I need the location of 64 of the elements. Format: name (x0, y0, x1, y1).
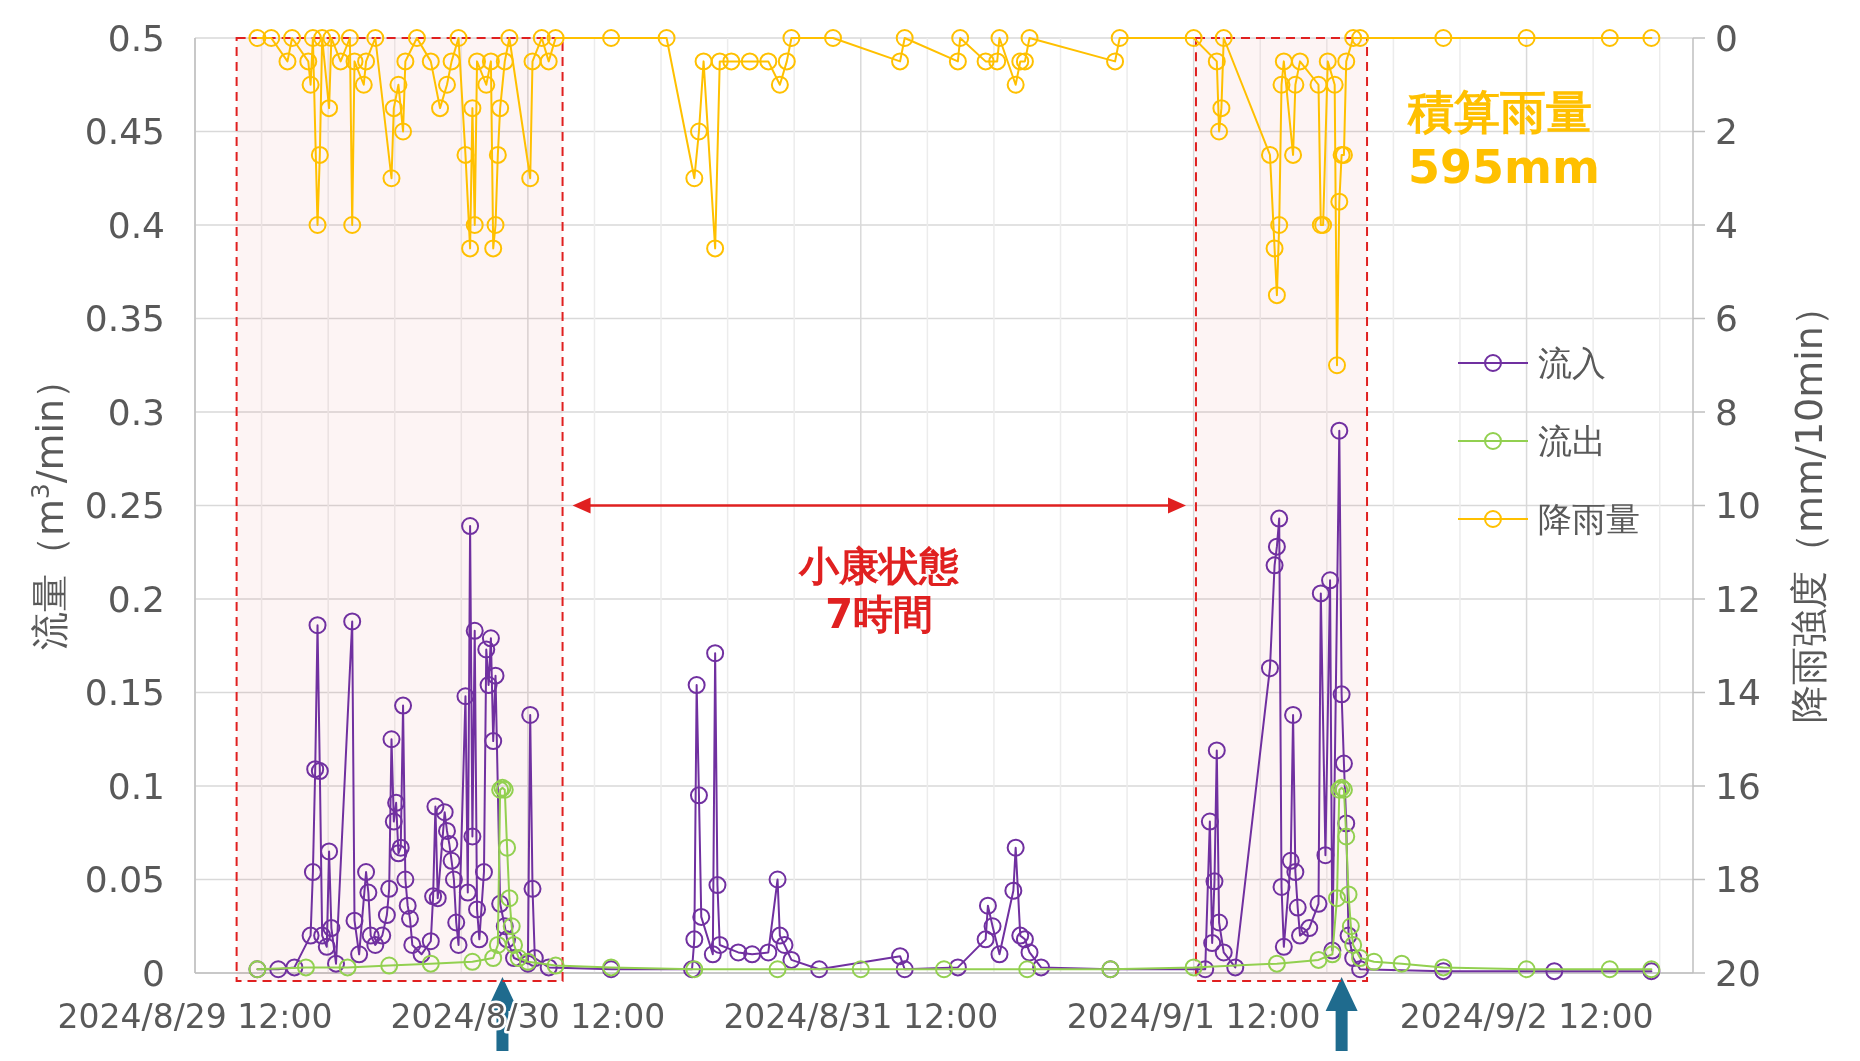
y2-tick-label: 0 (1715, 17, 1738, 59)
y2-tick-label: 8 (1715, 391, 1738, 433)
point (463, 952, 482, 971)
y-tick-label: 0.5 (107, 17, 165, 59)
point (484, 949, 503, 968)
point (502, 917, 521, 936)
point (498, 838, 517, 857)
point (1341, 917, 1360, 936)
y-tick-label: 0.35 (84, 298, 165, 340)
y2-tick-label: 10 (1715, 485, 1761, 527)
legend-label: 降雨量 (1538, 498, 1640, 539)
point (505, 935, 524, 954)
x-tick-label: 2024/8/29 12:00 (57, 997, 333, 1036)
point (421, 954, 440, 973)
y2-tick-label: 14 (1715, 672, 1761, 714)
y-tick-label: 0.25 (84, 485, 165, 527)
point (1600, 960, 1619, 979)
point (500, 889, 519, 908)
point (380, 956, 399, 975)
y2-tick-label: 20 (1715, 952, 1761, 994)
y2-tick-label: 6 (1715, 298, 1738, 340)
legend-label: 流出 (1538, 420, 1606, 461)
point (1339, 885, 1358, 904)
point (296, 958, 315, 977)
legend-label: 流入 (1538, 342, 1606, 383)
point (1351, 949, 1370, 968)
point (338, 958, 357, 977)
x-tick-label: 2024/8/31 12:00 (723, 997, 999, 1036)
point (1344, 935, 1363, 954)
point (851, 960, 870, 979)
point (1018, 960, 1037, 979)
y2-tick-label: 12 (1715, 578, 1761, 620)
point (1337, 827, 1356, 846)
point (768, 960, 787, 979)
y-tick-label: 0 (142, 952, 165, 994)
y-tick-label: 0.45 (84, 111, 165, 153)
point (1323, 945, 1342, 964)
y-tick-label: 0.4 (107, 204, 165, 246)
y-tick-label: 0.2 (107, 578, 165, 620)
point (1327, 889, 1346, 908)
point (1364, 952, 1383, 971)
annotation: 小康状態 7時間 (798, 543, 960, 638)
x-tick-label: 2024/9/1 12:00 (1066, 997, 1321, 1036)
y2-tick-label: 2 (1715, 111, 1738, 153)
point (1392, 954, 1411, 973)
point (1309, 950, 1328, 969)
y2-tick-label: 18 (1715, 859, 1761, 901)
point (1434, 958, 1453, 977)
y2-axis-title: 降雨強度（mm/10min） (1787, 288, 1831, 723)
y-tick-label: 0.3 (107, 391, 165, 433)
y-tick-label: 0.1 (107, 765, 165, 807)
point (1517, 960, 1536, 979)
point (488, 935, 507, 954)
point (546, 956, 565, 975)
y2-tick-label: 4 (1715, 204, 1738, 246)
point (935, 960, 953, 979)
y2-tick-label: 16 (1715, 765, 1761, 807)
annotation: 積算雨量 595mm (1407, 85, 1600, 195)
point (509, 949, 528, 968)
point (1267, 954, 1286, 973)
x-tick-label: 2024/9/2 12:00 (1399, 997, 1654, 1036)
point (1184, 958, 1203, 977)
y-tick-label: 0.05 (84, 859, 165, 901)
y-tick-label: 0.15 (84, 672, 165, 714)
